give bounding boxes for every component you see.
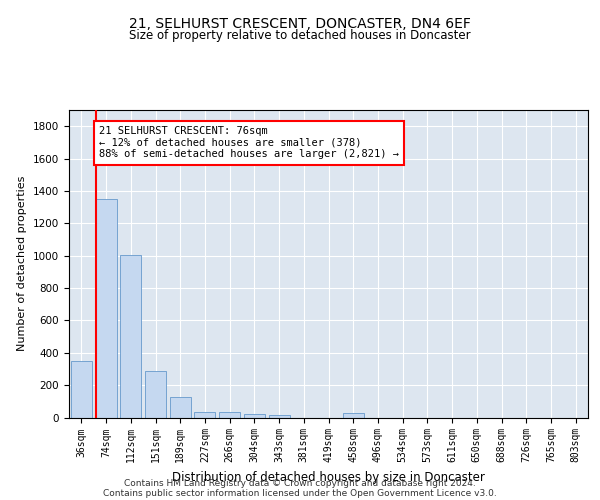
- Bar: [95, 199, 116, 418]
- Bar: [269, 415, 290, 418]
- Bar: [194, 412, 215, 418]
- X-axis label: Distribution of detached houses by size in Doncaster: Distribution of detached houses by size …: [172, 471, 485, 484]
- Bar: [343, 412, 364, 418]
- Text: 21 SELHURST CRESCENT: 76sqm
← 12% of detached houses are smaller (378)
88% of se: 21 SELHURST CRESCENT: 76sqm ← 12% of det…: [99, 126, 399, 160]
- Bar: [244, 414, 265, 418]
- Text: Contains HM Land Registry data © Crown copyright and database right 2024.: Contains HM Land Registry data © Crown c…: [124, 478, 476, 488]
- Bar: [170, 398, 191, 417]
- Bar: [120, 255, 141, 418]
- Text: Contains public sector information licensed under the Open Government Licence v3: Contains public sector information licen…: [103, 488, 497, 498]
- Text: Size of property relative to detached houses in Doncaster: Size of property relative to detached ho…: [129, 29, 471, 42]
- Text: 21, SELHURST CRESCENT, DONCASTER, DN4 6EF: 21, SELHURST CRESCENT, DONCASTER, DN4 6E…: [129, 18, 471, 32]
- Bar: [219, 412, 240, 418]
- Bar: [145, 372, 166, 418]
- Y-axis label: Number of detached properties: Number of detached properties: [17, 176, 28, 352]
- Bar: [71, 361, 92, 418]
